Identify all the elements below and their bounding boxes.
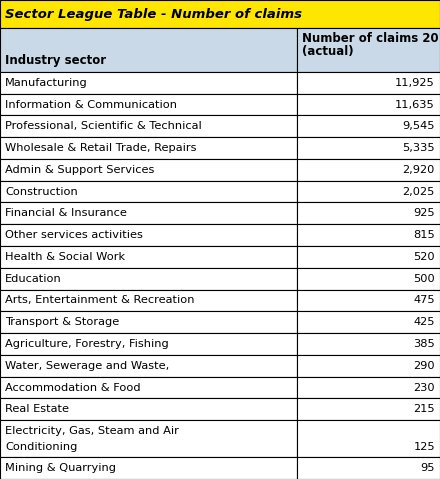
- Text: Manufacturing: Manufacturing: [5, 78, 88, 88]
- Bar: [0, 457, 297, 479]
- Text: 11,635: 11,635: [395, 100, 435, 110]
- Bar: [297, 93, 440, 115]
- Bar: [297, 159, 440, 181]
- Text: Wholesale & Retail Trade, Repairs: Wholesale & Retail Trade, Repairs: [5, 143, 197, 153]
- Text: 520: 520: [413, 252, 435, 262]
- Bar: [297, 311, 440, 333]
- Text: Mining & Quarrying: Mining & Quarrying: [5, 463, 116, 473]
- Text: Sector League Table - Number of claims: Sector League Table - Number of claims: [5, 8, 302, 21]
- Text: 125: 125: [413, 442, 435, 452]
- Text: 5,335: 5,335: [402, 143, 435, 153]
- Text: Industry sector: Industry sector: [5, 54, 106, 67]
- Bar: [0, 311, 297, 333]
- Text: Agriculture, Forestry, Fishing: Agriculture, Forestry, Fishing: [5, 339, 169, 349]
- Text: Transport & Storage: Transport & Storage: [5, 317, 119, 327]
- Text: Professional, Scientific & Technical: Professional, Scientific & Technical: [5, 121, 202, 131]
- Bar: [297, 333, 440, 355]
- Text: 2,025: 2,025: [403, 187, 435, 196]
- Text: Real Estate: Real Estate: [5, 404, 69, 414]
- Text: 11,925: 11,925: [395, 78, 435, 88]
- Bar: [297, 399, 440, 420]
- Text: Other services activities: Other services activities: [5, 230, 143, 240]
- Bar: [0, 0, 440, 28]
- Text: Information & Communication: Information & Communication: [5, 100, 177, 110]
- Bar: [297, 355, 440, 376]
- Text: Admin & Support Services: Admin & Support Services: [5, 165, 154, 175]
- Bar: [0, 72, 297, 93]
- Text: 95: 95: [421, 463, 435, 473]
- Text: 230: 230: [413, 383, 435, 393]
- Text: 215: 215: [413, 404, 435, 414]
- Bar: [0, 203, 297, 224]
- Bar: [0, 376, 297, 399]
- Bar: [297, 115, 440, 137]
- Bar: [297, 28, 440, 72]
- Bar: [297, 420, 440, 457]
- Text: Education: Education: [5, 274, 62, 284]
- Bar: [297, 203, 440, 224]
- Bar: [0, 181, 297, 203]
- Text: 475: 475: [413, 296, 435, 306]
- Text: 2,920: 2,920: [403, 165, 435, 175]
- Text: 925: 925: [413, 208, 435, 218]
- Bar: [297, 137, 440, 159]
- Text: Health & Social Work: Health & Social Work: [5, 252, 125, 262]
- Text: Water, Sewerage and Waste,: Water, Sewerage and Waste,: [5, 361, 169, 371]
- Bar: [0, 93, 297, 115]
- Text: Conditioning: Conditioning: [5, 442, 77, 452]
- Text: 500: 500: [413, 274, 435, 284]
- Bar: [297, 268, 440, 290]
- Bar: [297, 224, 440, 246]
- Bar: [0, 28, 297, 72]
- Bar: [0, 246, 297, 268]
- Text: 385: 385: [413, 339, 435, 349]
- Text: Financial & Insurance: Financial & Insurance: [5, 208, 127, 218]
- Bar: [297, 246, 440, 268]
- Bar: [0, 290, 297, 311]
- Bar: [0, 355, 297, 376]
- Text: (actual): (actual): [302, 46, 354, 58]
- Bar: [297, 72, 440, 93]
- Text: 815: 815: [413, 230, 435, 240]
- Bar: [297, 376, 440, 399]
- Text: 9,545: 9,545: [403, 121, 435, 131]
- Bar: [297, 457, 440, 479]
- Text: Arts, Entertainment & Recreation: Arts, Entertainment & Recreation: [5, 296, 194, 306]
- Text: 425: 425: [414, 317, 435, 327]
- Text: Construction: Construction: [5, 187, 78, 196]
- Bar: [0, 268, 297, 290]
- Text: Electricity, Gas, Steam and Air: Electricity, Gas, Steam and Air: [5, 426, 179, 436]
- Bar: [0, 115, 297, 137]
- Bar: [0, 333, 297, 355]
- Bar: [0, 159, 297, 181]
- Bar: [297, 181, 440, 203]
- Bar: [297, 290, 440, 311]
- Text: 290: 290: [413, 361, 435, 371]
- Bar: [0, 137, 297, 159]
- Text: Number of claims 2017-18: Number of claims 2017-18: [302, 32, 440, 46]
- Text: Accommodation & Food: Accommodation & Food: [5, 383, 141, 393]
- Bar: [0, 399, 297, 420]
- Bar: [0, 224, 297, 246]
- Bar: [0, 420, 297, 457]
